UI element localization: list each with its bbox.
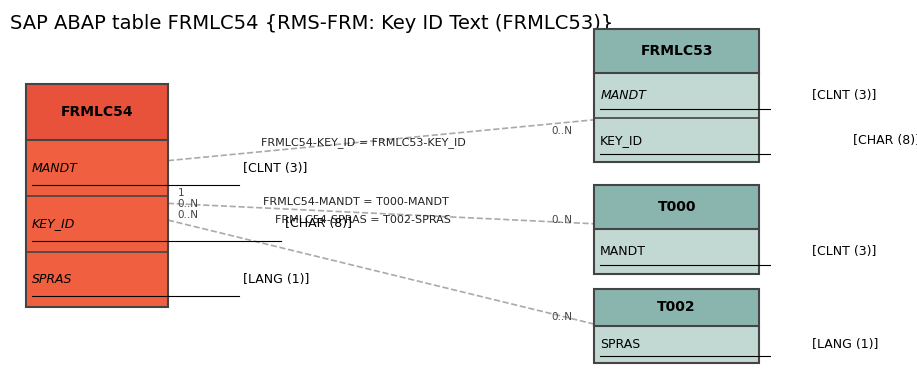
Text: FRMLC54-MANDT = T000-MANDT: FRMLC54-MANDT = T000-MANDT	[263, 196, 449, 207]
Text: MANDT: MANDT	[601, 89, 646, 102]
Text: KEY_ID: KEY_ID	[32, 217, 75, 230]
Text: [LANG (1)]: [LANG (1)]	[239, 273, 310, 286]
FancyBboxPatch shape	[594, 289, 759, 326]
Text: MANDT: MANDT	[601, 245, 646, 258]
FancyBboxPatch shape	[26, 251, 168, 307]
Text: MANDT: MANDT	[32, 162, 78, 175]
Text: [CHAR (8)]: [CHAR (8)]	[849, 134, 917, 147]
Text: 0..N: 0..N	[552, 126, 573, 136]
Text: 0..N: 0..N	[552, 312, 573, 322]
FancyBboxPatch shape	[26, 196, 168, 251]
Text: SAP ABAP table FRMLC54 {RMS-FRM: Key ID Text (FRMLC53)}: SAP ABAP table FRMLC54 {RMS-FRM: Key ID …	[10, 14, 613, 33]
Text: [CLNT (3)]: [CLNT (3)]	[808, 89, 876, 102]
Text: [LANG (1)]: [LANG (1)]	[808, 338, 878, 351]
Text: 0..N: 0..N	[178, 210, 199, 220]
Text: [CHAR (8)]: [CHAR (8)]	[281, 217, 352, 230]
Text: T000: T000	[657, 200, 696, 214]
Text: SPRAS: SPRAS	[32, 273, 72, 286]
Text: SPRAS: SPRAS	[601, 338, 640, 351]
Text: 0..N: 0..N	[552, 215, 573, 225]
Text: FRMLC54-SPRAS = T002-SPRAS: FRMLC54-SPRAS = T002-SPRAS	[261, 215, 451, 225]
Text: 0..N: 0..N	[178, 199, 199, 209]
FancyBboxPatch shape	[594, 74, 759, 118]
FancyBboxPatch shape	[594, 29, 759, 74]
FancyBboxPatch shape	[26, 140, 168, 196]
Text: FRMLC53: FRMLC53	[640, 44, 713, 58]
Text: 1: 1	[178, 188, 184, 198]
Text: FRMLC54-KEY_ID = FRMLC53-KEY_ID: FRMLC54-KEY_ID = FRMLC53-KEY_ID	[261, 136, 466, 147]
FancyBboxPatch shape	[26, 84, 168, 140]
Text: T002: T002	[657, 300, 696, 314]
FancyBboxPatch shape	[594, 229, 759, 274]
FancyBboxPatch shape	[594, 326, 759, 363]
Text: KEY_ID: KEY_ID	[601, 134, 644, 147]
FancyBboxPatch shape	[594, 118, 759, 162]
Text: [CLNT (3)]: [CLNT (3)]	[808, 245, 876, 258]
FancyBboxPatch shape	[594, 185, 759, 229]
Text: [CLNT (3)]: [CLNT (3)]	[239, 162, 308, 175]
Text: FRMLC54: FRMLC54	[61, 105, 133, 120]
